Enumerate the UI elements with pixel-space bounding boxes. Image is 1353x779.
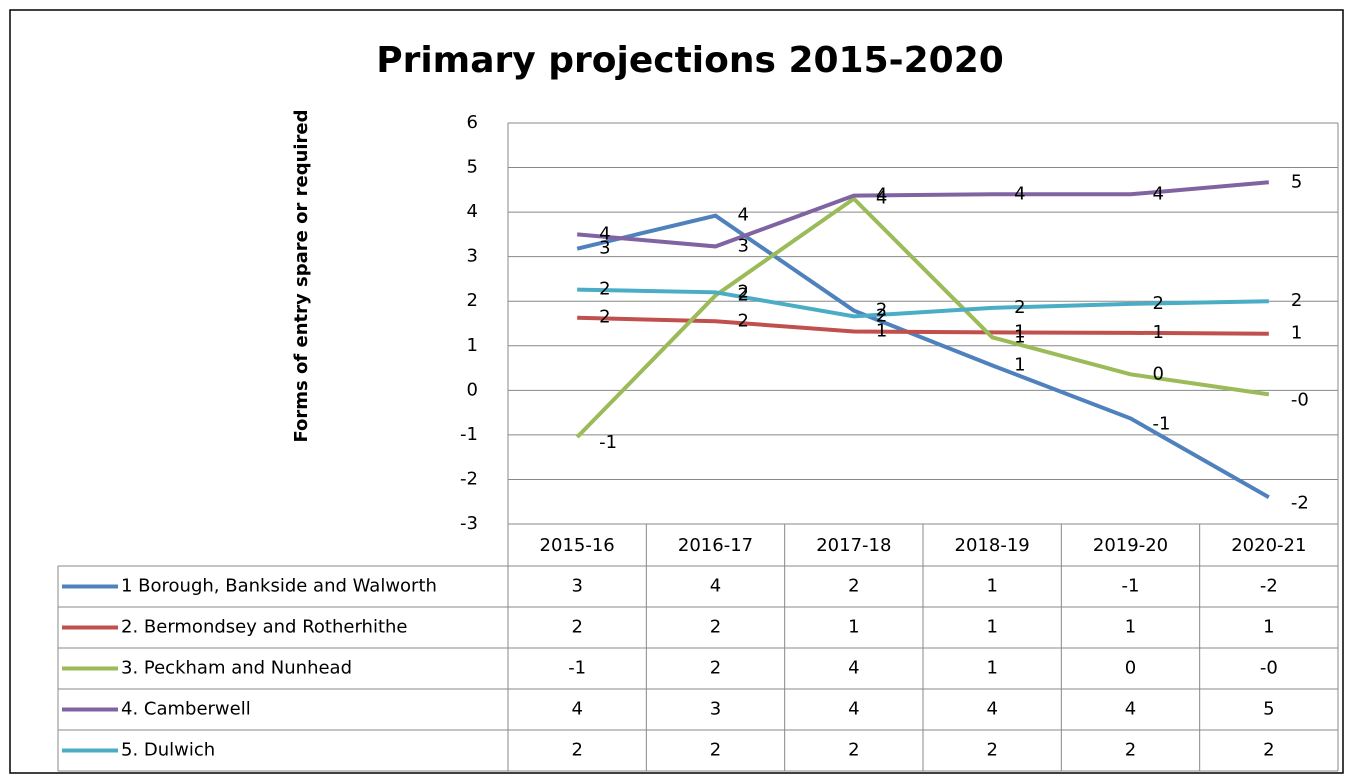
table-cell: 4: [1125, 699, 1136, 720]
data-label: 1: [876, 321, 887, 342]
table-cell: 1: [848, 617, 859, 638]
table-cell: 4: [986, 699, 997, 720]
y-tick-label: -2: [460, 468, 478, 489]
data-label: -1: [599, 432, 617, 453]
series-line: [577, 287, 1269, 319]
data-label: -2: [1291, 492, 1309, 513]
table-cell: 1: [1125, 617, 1136, 638]
data-label: 4: [1014, 183, 1025, 204]
data-label: 4: [876, 185, 887, 206]
table-cell: -1: [1122, 576, 1140, 597]
y-tick-label: 4: [467, 201, 478, 222]
table-cell: 2: [1125, 740, 1136, 761]
table-cell: -1: [568, 658, 586, 679]
x-tick-label: 2016-17: [678, 535, 753, 556]
x-tick-label: 2020-21: [1231, 535, 1306, 556]
table-cell: 2: [710, 658, 721, 679]
data-label: 2: [1291, 290, 1302, 311]
y-tick-label: 2: [467, 290, 478, 311]
data-label: 2: [599, 307, 610, 328]
table-cell: 4: [710, 576, 721, 597]
data-label: 1: [1014, 321, 1025, 342]
y-tick-label: 5: [467, 157, 478, 178]
data-label: 2: [876, 300, 887, 321]
data-label: 1: [1291, 323, 1302, 344]
table-cell: 5: [1263, 699, 1274, 720]
chart-title: Primary projections 2015-2020: [376, 40, 1004, 81]
table-cell: 0: [1125, 658, 1136, 679]
data-label: 3: [738, 235, 749, 256]
table-cell: 2: [710, 617, 721, 638]
table-cell: 1: [986, 617, 997, 638]
series-line: [575, 196, 1270, 439]
table-cell: 2: [571, 740, 582, 761]
table-cell: 4: [848, 658, 859, 679]
data-label: 1: [1153, 322, 1164, 343]
data-label: 2: [738, 310, 749, 331]
data-label: -1: [1153, 413, 1171, 434]
table-cell: 3: [710, 699, 721, 720]
table-cell: 1: [986, 658, 997, 679]
chart-frame: [9, 9, 1344, 774]
data-label: -0: [1291, 389, 1309, 410]
data-label: 2: [738, 281, 749, 302]
data-label: 5: [1291, 171, 1302, 192]
data-label: 2: [738, 284, 749, 305]
y-tick-label: 1: [467, 335, 478, 356]
y-tick-label: 6: [467, 112, 478, 133]
table-cell: 2: [848, 740, 859, 761]
legend-label: 3. Peckham and Nunhead: [121, 658, 352, 679]
table-cell: 4: [571, 699, 582, 720]
y-tick-label: -1: [460, 424, 478, 445]
x-tick-label: 2015-16: [540, 535, 615, 556]
table-cell: 2: [986, 740, 997, 761]
data-label: 2: [599, 279, 610, 300]
table-cell: 2: [710, 740, 721, 761]
table-cell: -0: [1260, 658, 1278, 679]
series-line: [576, 180, 1270, 249]
table-cell: 2: [1263, 740, 1274, 761]
x-tick-label: 2019-20: [1093, 535, 1168, 556]
table-cell: -2: [1260, 576, 1278, 597]
y-tick-label: 3: [467, 246, 478, 267]
data-label: 2: [1153, 293, 1164, 314]
table-cell: 2: [571, 617, 582, 638]
legend-label: 4. Camberwell: [121, 699, 251, 720]
table-cell: 1: [1263, 617, 1274, 638]
data-label: 2: [876, 305, 887, 326]
y-tick-label: -3: [460, 513, 478, 534]
table-cell: 2: [848, 576, 859, 597]
data-label: 4: [738, 205, 749, 226]
data-label: 3: [599, 238, 610, 259]
y-tick-label: 0: [467, 379, 478, 400]
legend-label: 5. Dulwich: [121, 740, 215, 761]
table-cell: 1: [986, 576, 997, 597]
data-label: 4: [1153, 183, 1164, 204]
x-tick-label: 2018-19: [955, 535, 1030, 556]
data-label: 0: [1153, 363, 1164, 384]
data-label: 1: [1014, 354, 1025, 375]
data-label: 2: [1014, 297, 1025, 318]
table-cell: 4: [848, 699, 859, 720]
x-tick-label: 2017-18: [816, 535, 891, 556]
legend-label: 1 Borough, Bankside and Walworth: [121, 576, 437, 597]
legend-label: 2. Bermondsey and Rotherhithe: [121, 617, 407, 638]
data-label: 4: [599, 223, 610, 244]
data-label: 4: [876, 188, 887, 209]
series-line: [576, 213, 1270, 500]
table-cell: 3: [571, 576, 582, 597]
y-axis-title: Forms of entry spare or required: [291, 109, 312, 442]
data-label: 1: [1014, 326, 1025, 347]
